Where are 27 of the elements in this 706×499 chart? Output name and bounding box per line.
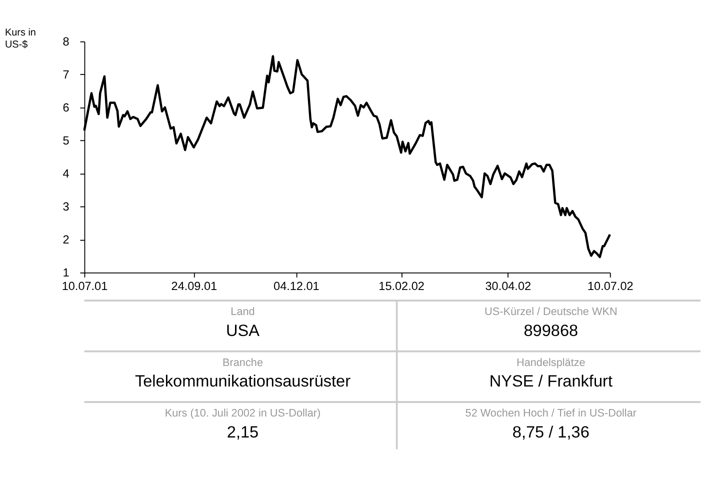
text: Land: [230, 306, 255, 318]
text: NYSE / Frankfurt: [489, 372, 613, 391]
text: Handelsplätze: [516, 356, 586, 369]
text: USA: [226, 322, 260, 340]
text: 8,75 / 1,36: [512, 423, 590, 442]
y-tick-label: 6: [62, 101, 70, 114]
y-tick-label: 7: [62, 68, 70, 82]
y-tick-label: 2: [62, 234, 70, 247]
x-tick-label: 10.07.02: [587, 280, 634, 294]
y-tick-label: 5: [62, 134, 70, 148]
text: US-Kürzel / Deutsche WKN: [484, 306, 618, 318]
text: 899868: [524, 322, 578, 340]
x-tick-label: 10.07.01: [62, 280, 108, 294]
text: Telekommunikationsausrüster: [134, 372, 352, 391]
x-tick-label: 04.12.01: [274, 280, 320, 294]
text: Branche: [222, 356, 263, 369]
x-tick-label: 24.09.01: [171, 280, 218, 294]
y-tick-label: 8: [62, 35, 70, 48]
x-tick-label: 15.02.02: [378, 280, 424, 294]
y-tick-label: 3: [62, 200, 70, 214]
x-tick-label: 30.04.02: [485, 280, 532, 294]
text: 2,15: [226, 423, 259, 442]
y-tick-label: 4: [62, 168, 70, 181]
y-tick-label: 1: [62, 266, 70, 280]
text: 52 Wochen Hoch / Tief in US-Dollar: [465, 408, 637, 420]
y-axis-title: Kurs in US-$: [4, 27, 36, 50]
text: Kurs (10. Juli 2002 in US-Dollar): [164, 408, 321, 420]
